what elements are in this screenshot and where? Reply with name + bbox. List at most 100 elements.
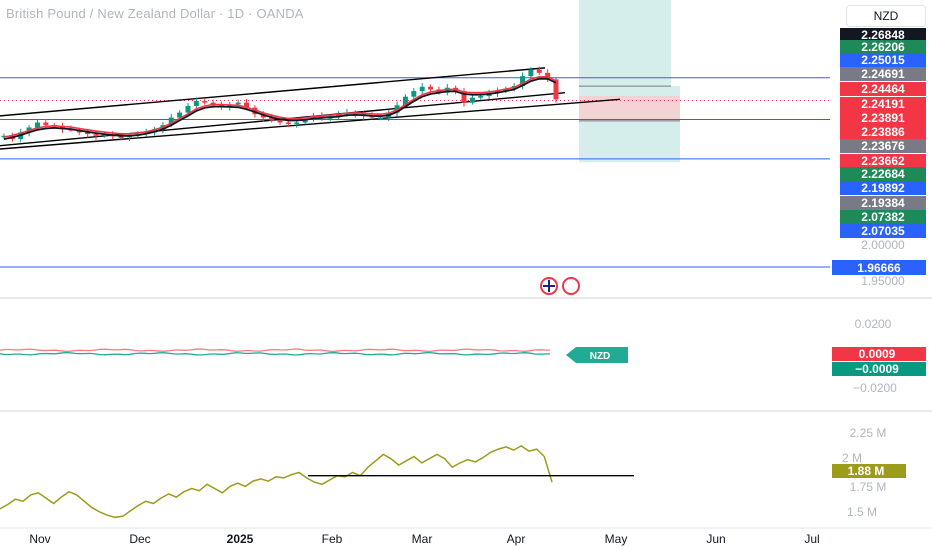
oscillator-value-box <box>832 347 926 361</box>
oscillator-tag <box>566 347 628 363</box>
price-tick-label: 2.00000 <box>861 238 905 252</box>
candle-body <box>43 122 49 126</box>
price-label-box <box>840 97 926 111</box>
candle-body <box>269 117 275 121</box>
channel-upper-line[interactable] <box>0 67 546 117</box>
oscillator-pane: NZD <box>0 347 628 363</box>
time-tick-label: Mar <box>412 532 433 546</box>
volume-tick-label: 1.5 M <box>847 505 877 519</box>
candle-body <box>185 105 191 113</box>
price-tick-label: 1.95000 <box>861 274 905 288</box>
price-label: 2.25015 <box>861 53 905 67</box>
horizontal-lines <box>0 77 830 268</box>
candle-body <box>252 107 258 115</box>
chart-title: British Pound / New Zealand Dollar · 1D … <box>6 6 304 21</box>
candle-body <box>302 119 308 123</box>
candle-body <box>152 129 158 133</box>
time-axis: Nov Dec 2025 Feb Mar Apr May Jun Jul <box>29 532 819 546</box>
price-label: 2.24464 <box>861 82 905 96</box>
price-label-box <box>840 167 926 181</box>
oscillator-line <box>0 348 551 353</box>
price-label-box <box>840 67 926 81</box>
price-label: 2.26206 <box>861 40 905 54</box>
time-tick-label: Feb <box>322 532 343 546</box>
time-tick-label: 2025 <box>227 532 254 546</box>
oscillator-tag-label: NZD <box>590 351 611 362</box>
price-label-box <box>840 111 926 125</box>
price-label: 2.19384 <box>861 196 905 210</box>
candle-body <box>235 102 241 105</box>
volume-tick-label: 2.25 M <box>850 426 887 440</box>
price-label-box <box>840 82 926 96</box>
candle-body <box>478 96 484 98</box>
volume-value-box <box>832 464 906 478</box>
time-tick-label: Jun <box>706 532 725 546</box>
fast-ma-line <box>3 76 557 138</box>
candle-body <box>428 86 434 90</box>
candle-body <box>461 91 467 103</box>
volume-pane <box>0 445 634 519</box>
price-label: 2.23891 <box>861 111 905 125</box>
time-tick-label: Nov <box>29 532 50 546</box>
oscillator-value: −0.0009 <box>855 362 899 376</box>
candle-body <box>394 105 400 113</box>
price-label: 2.22684 <box>861 167 905 181</box>
price-label: 2.07382 <box>861 210 905 224</box>
price-label-box <box>840 181 926 195</box>
moving-average-lines <box>3 76 557 140</box>
candle-body <box>469 97 475 103</box>
candle-body <box>118 136 124 138</box>
nz-flag-icon <box>562 277 580 295</box>
slow-ma-line <box>3 77 557 140</box>
price-label-box <box>840 210 926 224</box>
candle-body <box>377 117 383 120</box>
price-label-box <box>840 28 926 42</box>
oscillator-value: 0.0009 <box>859 347 896 361</box>
price-label-box <box>840 125 926 139</box>
trend-channel <box>0 67 621 150</box>
candle-body <box>285 122 291 125</box>
price-label: 2.26848 <box>861 28 905 42</box>
candle-body <box>411 91 417 97</box>
candle-body <box>294 122 300 125</box>
time-tick-label: Dec <box>129 532 150 546</box>
candle-body <box>193 100 199 106</box>
price-label: 2.19892 <box>861 181 905 195</box>
stop-zone[interactable] <box>579 96 680 121</box>
currency-button[interactable]: NZD <box>846 5 926 27</box>
candle-body <box>402 96 408 106</box>
time-tick-label: Apr <box>507 532 526 546</box>
candle-body <box>553 79 559 100</box>
price-label: 2.24691 <box>861 67 905 81</box>
candle-body <box>34 122 40 128</box>
price-label-box <box>840 224 926 238</box>
volume-tick-label: 2 M <box>842 451 862 465</box>
price-label: 2.23886 <box>861 125 905 139</box>
price-label: 2.24191 <box>861 97 905 111</box>
pane-separators <box>0 297 932 529</box>
price-label-box <box>840 196 926 210</box>
oscillator-tick-label: 0.0200 <box>855 317 892 331</box>
oscillator-tick-label: −0.0200 <box>853 381 897 395</box>
channel-lower-line[interactable] <box>0 98 621 150</box>
candle-body <box>168 117 174 126</box>
candle-body <box>536 69 542 73</box>
candle-body <box>60 125 66 130</box>
candle-body <box>444 87 450 93</box>
candle-body <box>260 114 266 118</box>
candle-body <box>310 115 316 120</box>
oscillator-value-box <box>832 362 926 376</box>
price-label: 2.23662 <box>861 154 905 168</box>
time-tick-label: Jul <box>804 532 819 546</box>
candle-body <box>319 115 325 118</box>
price-label-box <box>840 154 926 168</box>
oscillator-line <box>0 351 551 356</box>
candle-body <box>177 112 183 118</box>
target-zone[interactable] <box>579 0 671 87</box>
price-label-box <box>840 139 926 153</box>
volume-value: 1.88 M <box>848 464 885 478</box>
candle-body <box>528 69 534 77</box>
volume-line <box>0 445 553 519</box>
candle-body <box>277 120 283 123</box>
